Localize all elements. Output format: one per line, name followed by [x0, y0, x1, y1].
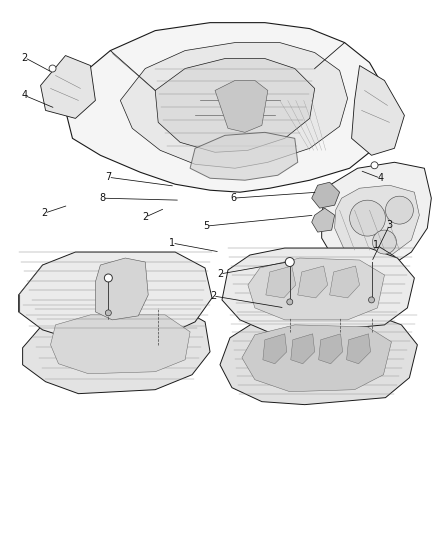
Polygon shape	[220, 315, 417, 405]
Text: 4: 4	[21, 91, 28, 100]
Polygon shape	[23, 305, 210, 394]
Polygon shape	[19, 252, 212, 342]
Polygon shape	[215, 80, 268, 132]
Text: 1: 1	[374, 240, 380, 250]
Text: 2: 2	[217, 269, 223, 279]
Circle shape	[350, 200, 385, 236]
Polygon shape	[120, 43, 348, 168]
Polygon shape	[291, 334, 314, 364]
Text: 2: 2	[210, 291, 216, 301]
Text: 7: 7	[105, 172, 112, 182]
Polygon shape	[242, 325, 392, 392]
Polygon shape	[298, 266, 328, 298]
Polygon shape	[319, 334, 343, 364]
Polygon shape	[248, 258, 385, 320]
Circle shape	[285, 257, 294, 266]
Circle shape	[372, 230, 396, 254]
Polygon shape	[346, 334, 371, 364]
Circle shape	[49, 65, 56, 72]
Polygon shape	[352, 66, 404, 155]
Text: 2: 2	[42, 208, 48, 218]
Text: 6: 6	[230, 193, 236, 203]
Text: 2: 2	[142, 212, 148, 222]
Circle shape	[385, 196, 413, 224]
Text: 8: 8	[99, 193, 106, 203]
Polygon shape	[312, 208, 335, 232]
Polygon shape	[66, 22, 389, 192]
Polygon shape	[95, 258, 148, 320]
Polygon shape	[321, 162, 431, 272]
Text: 4: 4	[378, 173, 384, 183]
Polygon shape	[266, 266, 296, 298]
Circle shape	[104, 274, 112, 282]
Text: 2: 2	[21, 53, 28, 62]
Text: 3: 3	[386, 220, 392, 230]
Polygon shape	[263, 334, 287, 364]
Polygon shape	[335, 185, 419, 258]
Polygon shape	[312, 182, 339, 208]
Text: 1: 1	[169, 238, 175, 248]
Circle shape	[368, 297, 374, 303]
Polygon shape	[41, 55, 95, 118]
Polygon shape	[155, 59, 314, 152]
Circle shape	[371, 162, 378, 169]
Polygon shape	[190, 132, 298, 180]
Polygon shape	[50, 315, 190, 374]
Circle shape	[106, 310, 111, 316]
Polygon shape	[330, 266, 360, 298]
Circle shape	[287, 299, 293, 305]
Polygon shape	[222, 248, 414, 332]
Text: 5: 5	[203, 221, 209, 231]
